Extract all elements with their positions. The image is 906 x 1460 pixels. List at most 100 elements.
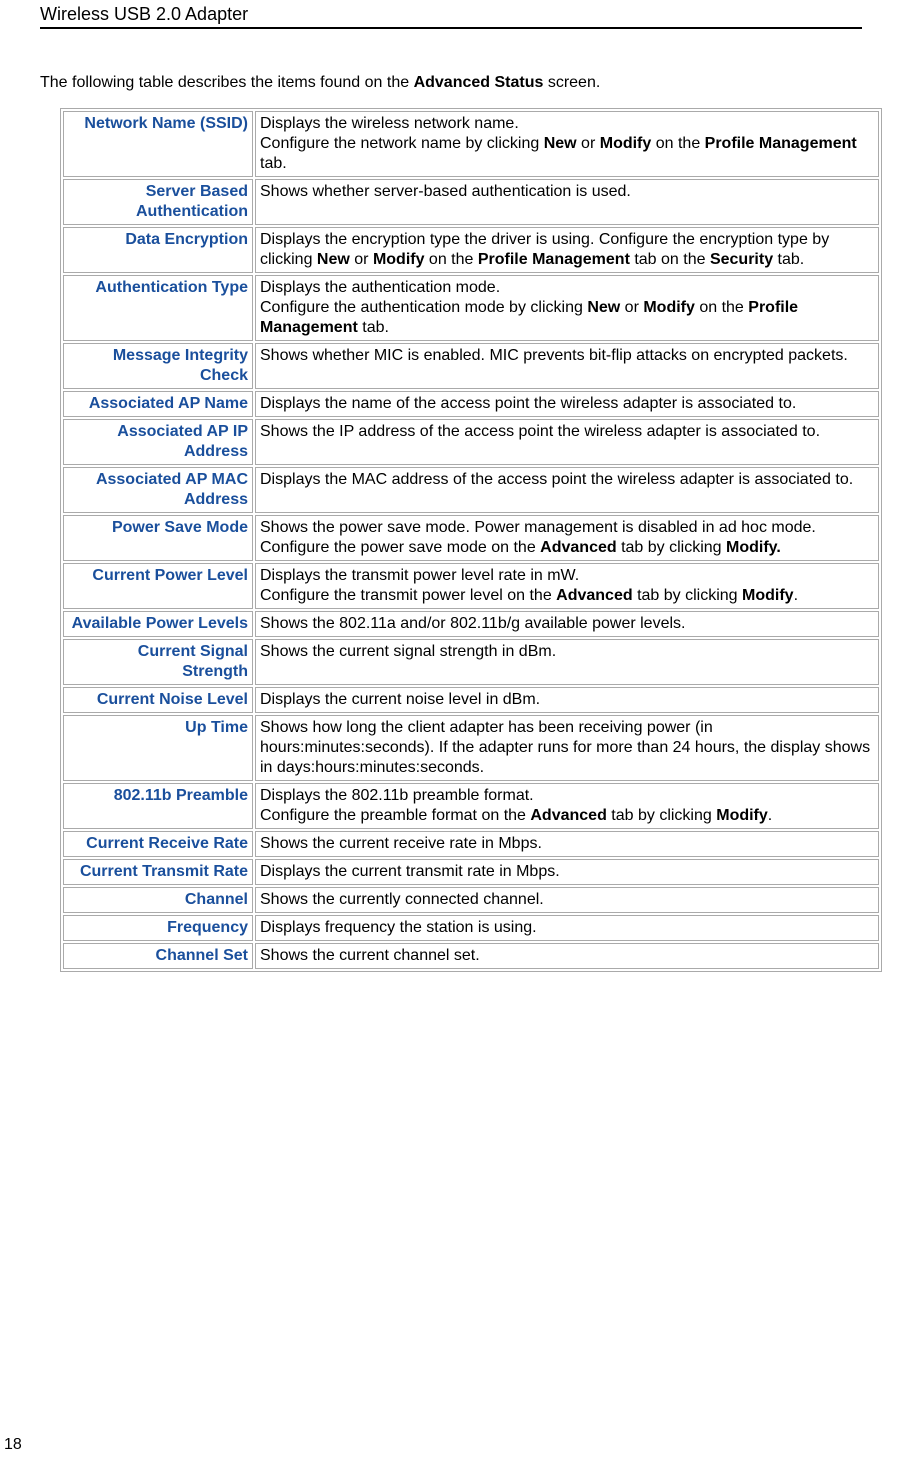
desc-text: Displays frequency the station is using.	[260, 919, 537, 936]
desc-bold-text: New	[587, 299, 620, 316]
desc-bold-text: New	[317, 251, 350, 268]
row-description: Displays the current transmit rate in Mb…	[255, 859, 879, 885]
table-row: Associated AP MAC Address Displays the MA…	[63, 467, 879, 513]
table-row: Available Power Levels Shows the 802.11a …	[63, 611, 879, 637]
desc-bold-text: New	[544, 135, 577, 152]
row-description: Displays the MAC address of the access p…	[255, 467, 879, 513]
desc-text: Configure the authentication mode by cli…	[260, 299, 587, 316]
desc-text: on the	[695, 299, 748, 316]
row-label: Current Noise Level	[63, 687, 253, 713]
advanced-status-table: Network Name (SSID)Displays the wireless…	[60, 108, 882, 972]
table-row: Associated AP Name Displays the name of t…	[63, 391, 879, 417]
desc-text: Shows the power save mode. Power managem…	[260, 519, 816, 536]
desc-bold-text: Profile Management	[478, 251, 630, 268]
row-label: Channel Set	[63, 943, 253, 969]
desc-text: or	[577, 135, 600, 152]
table-row: Authentication TypeDisplays the authenti…	[63, 275, 879, 341]
row-description: Shows the 802.11a and/or 802.11b/g avail…	[255, 611, 879, 637]
desc-bold-text: Modify	[742, 587, 794, 604]
desc-text: Shows the current signal strength in dBm…	[260, 643, 556, 660]
row-label: Frequency	[63, 915, 253, 941]
desc-text: tab on the	[630, 251, 710, 268]
intro-bold: Advanced Status	[414, 74, 544, 91]
row-label: Network Name (SSID)	[63, 111, 253, 177]
desc-bold-text: Advanced	[530, 807, 606, 824]
desc-text: Configure the preamble format on the	[260, 807, 530, 824]
row-label: Current Signal Strength	[63, 639, 253, 685]
desc-text: Shows whether MIC is enabled. MIC preven…	[260, 347, 848, 364]
row-description: Displays the authentication mode. Configu…	[255, 275, 879, 341]
row-label: Authentication Type	[63, 275, 253, 341]
table-row: Current Power Level Displays the transmit…	[63, 563, 879, 609]
desc-text: Shows the 802.11a and/or 802.11b/g avail…	[260, 615, 685, 632]
table-row: Data EncryptionDisplays the encryption t…	[63, 227, 879, 273]
table-row: 802.11b PreambleDisplays the 802.11b pre…	[63, 783, 879, 829]
table-row: Power Save ModeShows the power save mode…	[63, 515, 879, 561]
row-description: Shows the current channel set.	[255, 943, 879, 969]
row-description: Shows the power save mode. Power managem…	[255, 515, 879, 561]
desc-text: Displays the transmit power level rate i…	[260, 567, 579, 584]
desc-text: or	[350, 251, 373, 268]
desc-bold-text: Profile Management	[705, 135, 857, 152]
table-row: Channel SetShows the current channel set…	[63, 943, 879, 969]
desc-bold-text: Security	[710, 251, 773, 268]
page-header: Wireless USB 2.0 Adapter	[40, 0, 862, 29]
desc-bold-text: Modify	[716, 807, 768, 824]
row-label: 802.11b Preamble	[63, 783, 253, 829]
row-label: Message Integrity Check	[63, 343, 253, 389]
desc-text: on the	[424, 251, 477, 268]
desc-text: Displays the 802.11b preamble format.	[260, 787, 534, 804]
desc-text: Displays the name of the access point th…	[260, 395, 796, 412]
desc-text: Shows the IP address of the access point…	[260, 423, 820, 440]
intro-suffix: screen.	[543, 74, 600, 91]
row-description: Displays the transmit power level rate i…	[255, 563, 879, 609]
desc-text: Shows whether server-based authenticatio…	[260, 183, 631, 200]
desc-text: Displays the MAC address of the access p…	[260, 471, 853, 488]
row-description: Displays the 802.11b preamble format. Con…	[255, 783, 879, 829]
row-label: Server Based Authentication	[63, 179, 253, 225]
table-row: ChannelShows the currently connected cha…	[63, 887, 879, 913]
desc-text: tab by clicking	[607, 807, 716, 824]
table-row: Current Noise Level Displays the current …	[63, 687, 879, 713]
desc-text: Displays the current noise level in dBm.	[260, 691, 540, 708]
table-row: Up TimeShows how long the client adapter…	[63, 715, 879, 781]
row-description: Shows the currently connected channel.	[255, 887, 879, 913]
table-row: Associated AP IP AddressShows the IP add…	[63, 419, 879, 465]
desc-text: tab by clicking	[617, 539, 726, 556]
desc-text: tab by clicking	[633, 587, 742, 604]
desc-bold-text: Advanced	[556, 587, 632, 604]
desc-bold-text: Modify	[643, 299, 695, 316]
desc-text: on the	[651, 135, 704, 152]
desc-bold-text: Modify	[600, 135, 652, 152]
desc-text: tab.	[773, 251, 804, 268]
page-number: 18	[4, 1436, 22, 1454]
row-label: Channel	[63, 887, 253, 913]
desc-text: or	[620, 299, 643, 316]
desc-text: Displays the wireless network name.	[260, 115, 519, 132]
desc-text: .	[768, 807, 772, 824]
desc-text: Displays the authentication mode.	[260, 279, 500, 296]
desc-text: tab.	[260, 155, 287, 172]
table-row: Current Receive RateShows the current re…	[63, 831, 879, 857]
row-label: Associated AP MAC Address	[63, 467, 253, 513]
desc-text: .	[794, 587, 798, 604]
row-label: Available Power Levels	[63, 611, 253, 637]
desc-bold-text: Advanced	[540, 539, 616, 556]
row-label: Current Power Level	[63, 563, 253, 609]
row-description: Displays the encryption type the driver …	[255, 227, 879, 273]
table-row: Current Transmit RateDisplays the curren…	[63, 859, 879, 885]
row-description: Displays the current noise level in dBm.	[255, 687, 879, 713]
row-description: Shows the current signal strength in dBm…	[255, 639, 879, 685]
desc-text: Configure the power save mode on the	[260, 539, 540, 556]
row-label: Data Encryption	[63, 227, 253, 273]
desc-text: Shows how long the client adapter has be…	[260, 719, 870, 776]
intro-paragraph: The following table describes the items …	[40, 73, 862, 94]
row-description: Displays the wireless network name. Confi…	[255, 111, 879, 177]
row-description: Shows the IP address of the access point…	[255, 419, 879, 465]
row-label: Associated AP Name	[63, 391, 253, 417]
desc-text: Configure the network name by clicking	[260, 135, 544, 152]
row-description: Shows the current receive rate in Mbps.	[255, 831, 879, 857]
table-row: Network Name (SSID)Displays the wireless…	[63, 111, 879, 177]
row-label: Current Transmit Rate	[63, 859, 253, 885]
desc-bold-text: Modify	[373, 251, 425, 268]
